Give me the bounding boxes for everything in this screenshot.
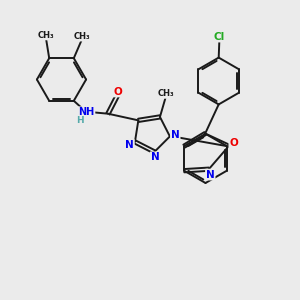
Text: N: N [171, 130, 180, 140]
Text: N: N [206, 169, 215, 180]
Text: CH₃: CH₃ [38, 31, 55, 40]
Text: CH₃: CH₃ [158, 89, 174, 98]
Text: N: N [125, 140, 134, 150]
Text: N: N [151, 152, 159, 162]
Text: CH₃: CH₃ [74, 32, 91, 41]
Text: O: O [229, 138, 238, 148]
Text: O: O [113, 86, 122, 97]
Text: H: H [76, 116, 84, 125]
Text: NH: NH [78, 107, 94, 117]
Text: Cl: Cl [214, 32, 225, 42]
